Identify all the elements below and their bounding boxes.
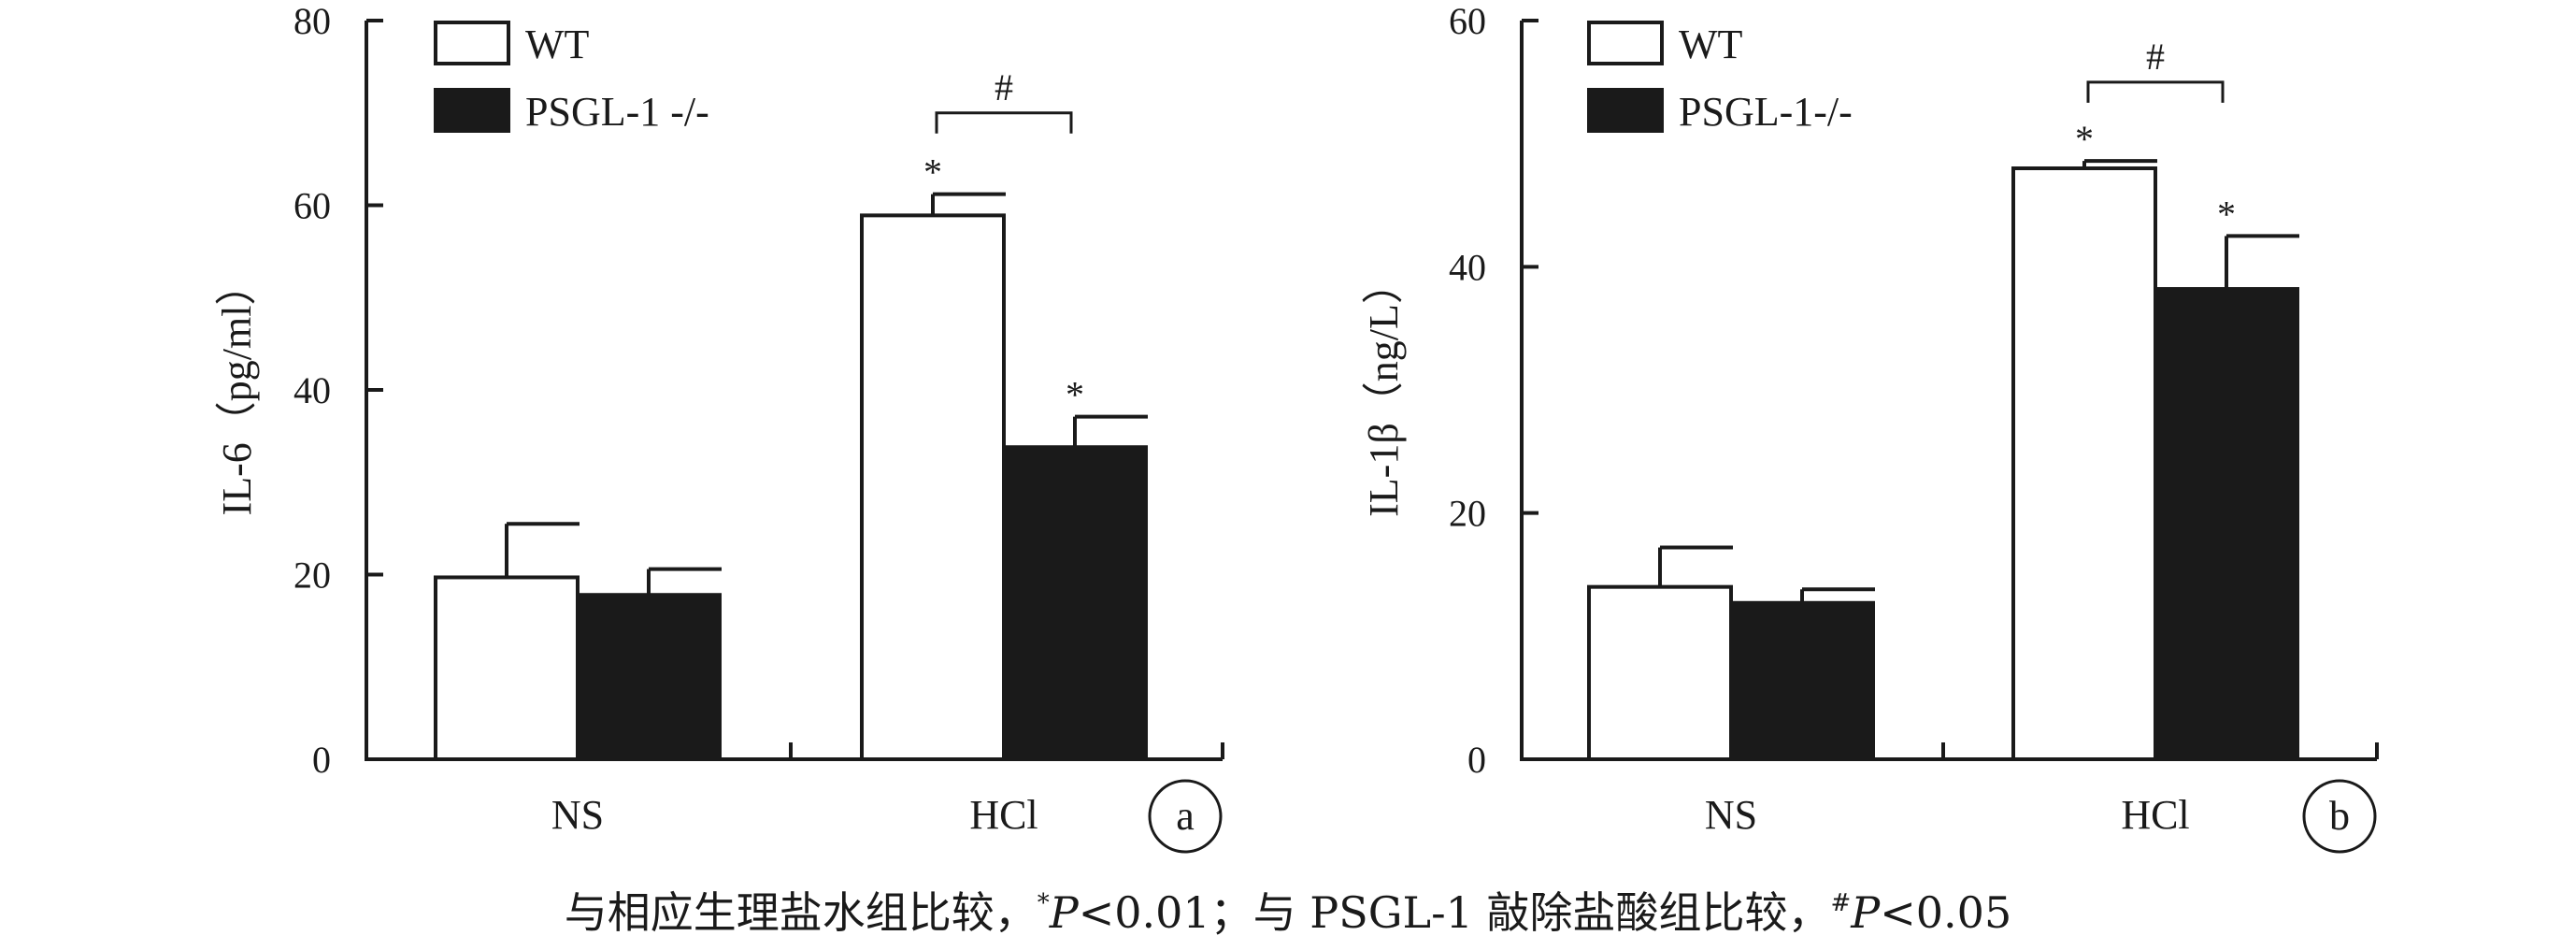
bar — [1729, 600, 1875, 761]
figure-caption: 与相应生理盐水组比较，*P<0.01；与 PSGL-1 敲除盐酸组比较，#P<0… — [0, 879, 2576, 941]
caption-p2-rest: <0.05 — [1880, 887, 2012, 938]
significance-star: * — [2075, 118, 2094, 160]
panel-label: a — [1176, 793, 1195, 839]
bar — [1587, 584, 1733, 762]
legend-label: WT — [1679, 22, 1743, 67]
bar — [2011, 166, 2157, 761]
legend-label: PSGL-1-/- — [1679, 89, 1853, 135]
significance-star: * — [2217, 193, 2236, 235]
legend-label: PSGL-1 -/- — [525, 89, 709, 135]
bar — [434, 575, 580, 762]
y-tick-label: 80 — [293, 0, 331, 42]
legend-swatch — [1587, 21, 1664, 65]
legend-swatch — [434, 21, 510, 65]
caption-sup-hash: # — [1830, 889, 1852, 917]
y-tick-label: 20 — [1449, 493, 1486, 535]
panel-label: b — [2329, 793, 2350, 839]
significance-hash: # — [2146, 36, 2165, 78]
chart-panel-b: 0 20 40 60 IL-1β（ng/L） NS HCl * * # WT PSGL-1-/- b — [1361, 0, 2379, 854]
y-axis-title: IL-1β（ng/L） — [1361, 263, 1407, 517]
y-tick-label: 40 — [293, 369, 331, 411]
x-category-label: NS — [551, 792, 604, 838]
y-tick-label: 40 — [1449, 246, 1486, 288]
caption-sup-star: * — [1037, 889, 1050, 917]
bar — [860, 213, 1006, 762]
x-category-label: HCl — [969, 792, 1038, 838]
caption-p2: P — [1851, 887, 1881, 938]
significance-star: * — [1066, 374, 1084, 416]
y-tick-label: 60 — [1449, 0, 1486, 42]
y-tick-label: 0 — [1467, 739, 1486, 781]
bar — [1002, 445, 1148, 761]
significance-hash: # — [995, 66, 1013, 108]
y-tick-label: 0 — [312, 739, 331, 781]
y-axis-title: IL-6（pg/ml） — [214, 265, 260, 516]
x-category-label: HCl — [2121, 792, 2189, 838]
y-tick-label: 20 — [293, 554, 331, 597]
y-tick-label: 60 — [293, 185, 331, 227]
chart-panel-a: 0 20 40 60 80 IL-6（pg/ml） NS HCl * * # WT PSGL-1 -/-… — [214, 0, 1224, 854]
bar — [2154, 287, 2299, 761]
x-category-label: NS — [1705, 792, 1757, 838]
panel-label-circle — [2302, 779, 2377, 854]
significance-bracket — [2086, 80, 2225, 103]
legend-label: WT — [525, 22, 590, 67]
legend-swatch — [434, 88, 510, 133]
panel-label-circle — [1148, 779, 1223, 854]
caption-p1-rest: <0.01；与 PSGL-1 敲除盐酸组比较， — [1078, 887, 1831, 938]
significance-bracket — [935, 111, 1073, 134]
caption-p1: P — [1049, 887, 1079, 938]
significance-star: * — [923, 151, 942, 194]
legend-swatch — [1587, 88, 1664, 133]
bar — [576, 593, 722, 761]
caption-part1: 与相应生理盐水组比较， — [564, 887, 1038, 938]
